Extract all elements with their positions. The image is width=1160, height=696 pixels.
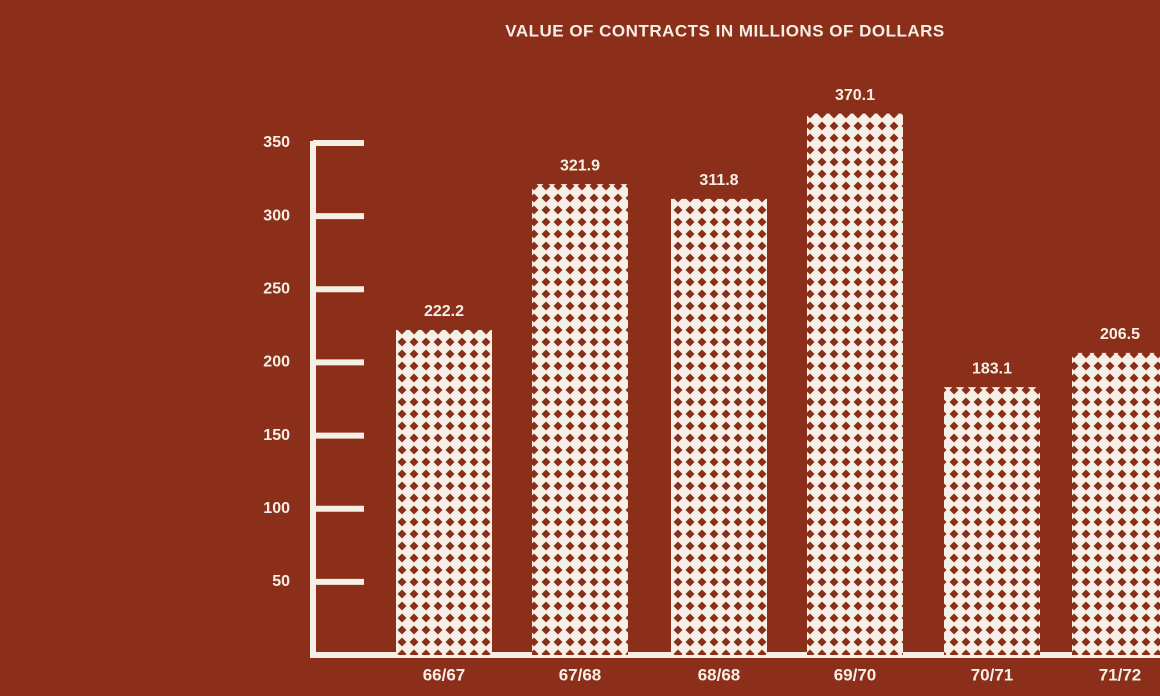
bar bbox=[396, 329, 492, 655]
y-tick-label: 50 bbox=[272, 573, 290, 590]
value-label: 222.2 bbox=[424, 303, 464, 320]
value-label: 311.8 bbox=[699, 172, 738, 189]
x-tick-label: 68/68 bbox=[698, 665, 741, 684]
x-tick-label: 70/71 bbox=[971, 665, 1014, 684]
x-tick-label: 71/72 bbox=[1099, 665, 1142, 684]
value-label: 370.1 bbox=[835, 87, 875, 104]
y-tick-label: 100 bbox=[263, 500, 290, 517]
x-tick-label: 67/68 bbox=[559, 665, 602, 684]
y-tick-label: 350 bbox=[263, 134, 290, 151]
bar bbox=[671, 198, 767, 655]
bar bbox=[532, 184, 628, 655]
bar bbox=[944, 387, 1040, 655]
chart-title: VALUE OF CONTRACTS IN MILLIONS OF DOLLAR… bbox=[505, 21, 945, 40]
bar bbox=[807, 113, 903, 656]
x-tick-label: 66/67 bbox=[423, 665, 466, 684]
y-tick-label: 300 bbox=[263, 207, 290, 224]
y-tick-label: 150 bbox=[263, 427, 290, 444]
value-label: 183.1 bbox=[972, 360, 1012, 377]
value-label: 206.5 bbox=[1100, 326, 1140, 343]
x-tick-label: 69/70 bbox=[834, 665, 877, 684]
y-tick-label: 200 bbox=[263, 354, 290, 371]
value-label: 321.9 bbox=[560, 157, 600, 174]
bar bbox=[1072, 352, 1160, 655]
y-tick-label: 250 bbox=[263, 281, 290, 298]
